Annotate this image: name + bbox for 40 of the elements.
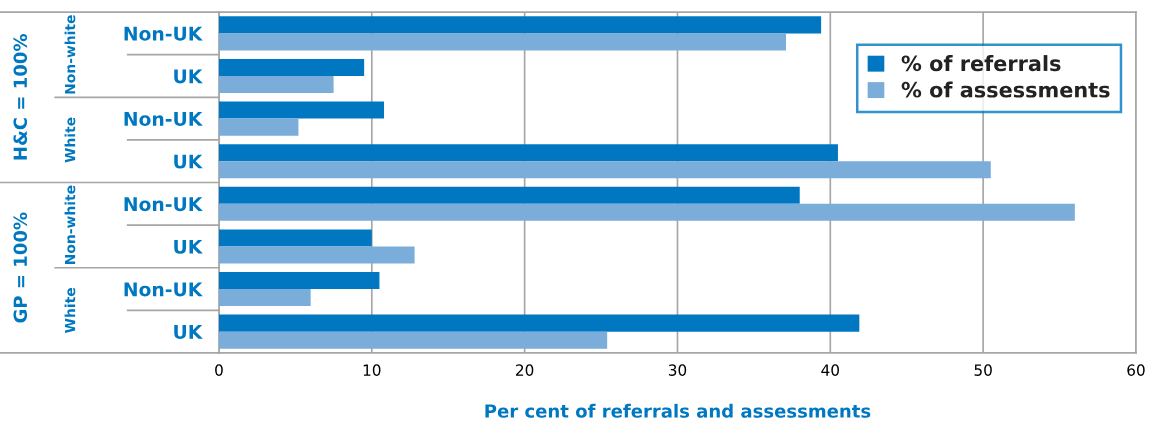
bar bbox=[218, 33, 786, 51]
y-tick-label: Non-UK bbox=[124, 282, 203, 297]
bar bbox=[218, 76, 334, 94]
y-tick-label: Non-UK bbox=[124, 197, 203, 212]
text: White bbox=[64, 117, 76, 163]
y-tick-label: UK bbox=[174, 239, 203, 254]
bar bbox=[218, 246, 415, 264]
x-tick-label: 40 bbox=[821, 364, 840, 376]
y-tick-label: UK bbox=[174, 69, 203, 84]
bar bbox=[218, 331, 608, 349]
x-tick-label: 30 bbox=[668, 364, 687, 376]
x-tick-label: 20 bbox=[516, 364, 534, 376]
x-axis-title: Per cent of referrals and assessments bbox=[485, 403, 871, 418]
bar bbox=[218, 58, 365, 76]
bar bbox=[218, 186, 800, 204]
bar bbox=[218, 144, 838, 162]
y-tick-label: Non-UK bbox=[124, 112, 203, 126]
bar bbox=[218, 271, 380, 290]
text: H&C = 100% bbox=[13, 34, 28, 160]
y-tick-label: Non-UK bbox=[124, 26, 203, 41]
bar bbox=[218, 289, 311, 307]
x-tick-label: 10 bbox=[363, 364, 381, 376]
bar bbox=[218, 118, 299, 136]
bar bbox=[218, 229, 372, 247]
x-tick-label: 0 bbox=[215, 364, 223, 376]
x-tick-label: 50 bbox=[974, 364, 992, 376]
bar bbox=[218, 101, 385, 119]
bar bbox=[218, 16, 822, 34]
y-tick-label: UK bbox=[174, 325, 203, 340]
x-tick-label: 60 bbox=[1127, 364, 1145, 376]
legend-label: % of referrals bbox=[901, 55, 1061, 72]
text: Non-white bbox=[64, 15, 76, 94]
legend-label: % of assessments bbox=[901, 81, 1110, 98]
bar bbox=[218, 314, 860, 332]
text: White bbox=[64, 288, 76, 333]
y-tick-label: UK bbox=[174, 154, 203, 169]
bar bbox=[218, 203, 1075, 221]
text: Non-white bbox=[64, 185, 76, 265]
bar bbox=[218, 161, 991, 179]
text: GP = 100% bbox=[13, 212, 28, 323]
